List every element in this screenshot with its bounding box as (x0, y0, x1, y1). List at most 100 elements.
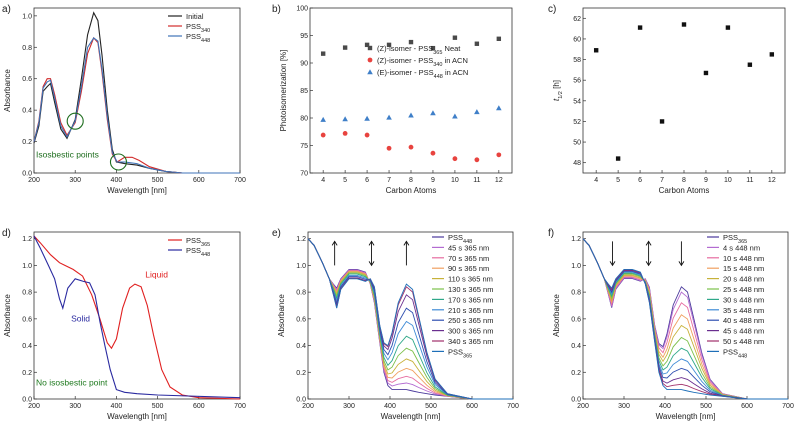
panel-label: a) (2, 4, 11, 15)
panel-label: e) (272, 228, 281, 239)
panel-label: c) (548, 4, 556, 15)
x-tick-label: 8 (409, 177, 413, 184)
x-tick-label: 600 (193, 177, 205, 184)
legend-entry: PSS365 (186, 236, 210, 248)
panel-f: f) 200 300 400 500 600 700 0.0 0.2 0.4 0.6 0.8 1.0 1.… (548, 228, 794, 421)
y-tick-label: 0.0 (571, 397, 581, 404)
y-tick-label: 1.2 (571, 236, 581, 243)
data-point (408, 112, 414, 118)
x-tick-label: 500 (700, 403, 712, 410)
x-tick-label: 400 (111, 403, 123, 410)
y-tick-label: 95 (300, 33, 308, 40)
y-tick-label: 0.4 (22, 343, 32, 350)
legend-entry: 110 s 365 nm (448, 275, 493, 284)
y-tick-label: 58 (573, 57, 581, 64)
y-tick-label: 1.0 (22, 13, 32, 20)
x-tick-label: 200 (28, 403, 40, 410)
y-tick-label: 0.0 (22, 397, 32, 404)
plot-frame (582, 7, 786, 174)
data-point (496, 105, 502, 111)
arrow-head (368, 261, 375, 267)
legend-entry: 70 s 365 nm (448, 254, 489, 263)
plot-area (582, 238, 788, 400)
legend-entry: PSS448 (186, 246, 210, 258)
x-axis-title: Carbon Atoms (659, 186, 710, 195)
arrow-head (331, 240, 338, 246)
data-point (320, 132, 326, 138)
data-point (342, 45, 348, 50)
arrow-head (645, 240, 652, 246)
y-tick-label: 70 (300, 171, 308, 178)
y-tick-label: 0.8 (296, 290, 306, 297)
plot-area (593, 22, 775, 161)
data-point (747, 62, 753, 67)
legend-entry: 250 s 365 nm (448, 316, 493, 325)
data-point (452, 35, 458, 40)
data-point (364, 42, 370, 48)
y-tick-label: 75 (300, 143, 308, 150)
x-tick-label: 7 (660, 177, 664, 184)
y-tick-label: 85 (300, 88, 308, 95)
legend-entry: 50 s 448 nm (723, 337, 764, 346)
x-tick-label: 7 (387, 177, 391, 184)
data-point (430, 45, 436, 51)
data-point (364, 132, 370, 138)
y-tick-label: 0.4 (22, 108, 32, 115)
data-point (386, 145, 392, 151)
data-point (593, 48, 599, 53)
x-tick-label: 500 (425, 403, 437, 410)
y-tick-label: 54 (573, 98, 581, 105)
x-tick-label: 10 (724, 177, 732, 184)
legend-entry: 90 s 365 nm (448, 264, 489, 273)
y-tick-label: 62 (573, 16, 581, 23)
panel-label: d) (2, 228, 11, 239)
y-tick-label: 0.6 (296, 316, 306, 323)
x-tick-label: 700 (782, 403, 794, 410)
legend-entry: PSS365 (448, 347, 472, 359)
x-tick-label: 5 (343, 177, 347, 184)
y-axis-title: Absorbance (552, 294, 561, 337)
legend-entry: PSS448 (448, 233, 472, 245)
legend-entry: PSS340 (186, 22, 210, 34)
y-tick-label: 0.6 (22, 316, 32, 323)
legend-marker (367, 45, 373, 51)
x-tick-label: 300 (343, 403, 355, 410)
y-tick-label: 0.4 (296, 343, 306, 350)
x-tick-label: 12 (495, 177, 503, 184)
x-tick-label: 500 (152, 177, 164, 184)
data-point (681, 22, 687, 27)
y-axis-title: Absorbance (3, 69, 12, 112)
plot-area (33, 235, 241, 400)
x-tick-label: 8 (682, 177, 686, 184)
x-tick-label: 6 (638, 177, 642, 184)
legend-entry: 45 s 448 nm (723, 327, 764, 336)
x-tick-label: 700 (234, 403, 246, 410)
x-tick-label: 10 (451, 177, 459, 184)
legend-entry: 210 s 365 nm (448, 306, 493, 315)
data-point (386, 42, 392, 48)
data-point (386, 114, 392, 120)
y-tick-label: 0.2 (296, 370, 306, 377)
legend-entry: 35 s 448 nm (723, 306, 764, 315)
data-point (496, 36, 502, 41)
legend-entry: (Z)-isomer - PSS340 in ACN (377, 56, 468, 68)
legend-entry: 45 s 365 nm (448, 243, 489, 252)
x-tick-label: 700 (507, 403, 519, 410)
series-line (33, 37, 240, 174)
x-tick-label: 400 (384, 403, 396, 410)
data-point (496, 152, 502, 158)
legend-entry: PSS365 (723, 233, 747, 245)
x-axis-title: Wavelength [nm] (381, 412, 441, 421)
x-axis-title: Carbon Atoms (386, 186, 437, 195)
plot-area (33, 11, 240, 174)
series-line (307, 238, 513, 400)
annotation: Isosbestic points (36, 149, 99, 159)
data-point (474, 157, 480, 163)
legend-entry: 30 s 448 nm (723, 295, 764, 304)
x-tick-label: 6 (365, 177, 369, 184)
x-tick-label: 200 (28, 177, 40, 184)
arrow-head (403, 240, 410, 246)
legend-entry: 340 s 365 nm (448, 337, 493, 346)
y-tick-label: 0.2 (571, 370, 581, 377)
